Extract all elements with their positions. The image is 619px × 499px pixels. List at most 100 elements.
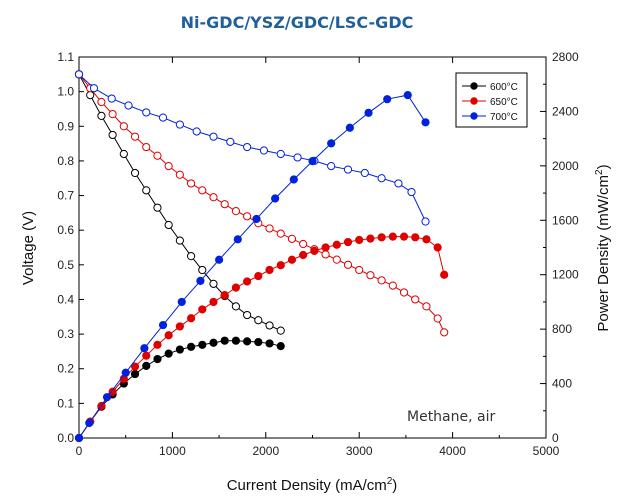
power-point-650 xyxy=(300,251,307,258)
power-point-700 xyxy=(234,236,241,243)
power-point-650 xyxy=(143,352,150,359)
voltage-point-600 xyxy=(187,253,194,260)
power-line-700 xyxy=(79,95,426,438)
power-point-700 xyxy=(75,434,82,441)
y2-tick-label: 400 xyxy=(552,377,572,391)
voltage-point-700 xyxy=(176,121,183,128)
power-point-650 xyxy=(266,266,273,273)
voltage-point-650 xyxy=(199,187,206,194)
voltage-point-650 xyxy=(400,289,407,296)
voltage-point-650 xyxy=(356,266,363,273)
power-point-650 xyxy=(210,298,217,305)
voltage-point-650 xyxy=(434,315,441,322)
voltage-point-700 xyxy=(125,102,132,109)
power-point-650 xyxy=(434,244,441,251)
power-point-600 xyxy=(187,343,194,350)
power-point-650 xyxy=(389,233,396,240)
power-point-700 xyxy=(159,321,166,328)
voltage-point-600 xyxy=(232,303,239,310)
y-tick-label: 0.2 xyxy=(57,362,74,376)
voltage-point-700 xyxy=(193,128,200,135)
legend-marker-700 xyxy=(471,113,477,119)
power-point-650 xyxy=(311,247,318,254)
voltage-point-600 xyxy=(154,204,161,211)
voltage-point-650 xyxy=(333,256,340,263)
y2-tick-label: 1600 xyxy=(552,213,579,227)
power-point-700 xyxy=(384,96,391,103)
x-tick-label: 2000 xyxy=(252,444,279,458)
y-tick-label: 0.8 xyxy=(57,154,74,168)
x-tick-label: 1000 xyxy=(159,444,186,458)
voltage-point-700 xyxy=(422,218,429,225)
voltage-point-650 xyxy=(389,282,396,289)
y-tick-label: 0.0 xyxy=(57,431,74,445)
voltage-point-650 xyxy=(176,171,183,178)
power-point-700 xyxy=(346,124,353,131)
power-point-700 xyxy=(328,140,335,147)
power-point-700 xyxy=(365,109,372,116)
power-line-650 xyxy=(79,237,444,438)
voltage-point-700 xyxy=(210,133,217,140)
power-point-650 xyxy=(412,234,419,241)
power-point-650 xyxy=(333,241,340,248)
voltage-point-650 xyxy=(165,163,172,170)
y2-tick-label: 800 xyxy=(552,322,572,336)
y2-tick-label: 1200 xyxy=(552,268,579,282)
voltage-point-700 xyxy=(244,143,251,150)
voltage-point-700 xyxy=(294,154,301,161)
power-point-700 xyxy=(178,298,185,305)
power-point-650 xyxy=(344,238,351,245)
series-layer xyxy=(75,71,447,442)
voltage-point-650 xyxy=(344,261,351,268)
legend-marker-650 xyxy=(471,98,477,104)
power-point-600 xyxy=(199,341,206,348)
voltage-point-600 xyxy=(87,92,94,99)
voltage-point-650 xyxy=(423,303,430,310)
voltage-point-700 xyxy=(277,150,284,157)
power-point-600 xyxy=(131,370,138,377)
voltage-point-700 xyxy=(159,114,166,121)
power-point-600 xyxy=(176,346,183,353)
power-point-650 xyxy=(277,262,284,269)
voltage-point-700 xyxy=(108,95,115,102)
power-point-650 xyxy=(367,235,374,242)
y2-tick-label: 2000 xyxy=(552,159,579,173)
voltage-point-650 xyxy=(300,240,307,247)
y-tick-label: 0.9 xyxy=(57,119,74,133)
power-point-650 xyxy=(187,315,194,322)
voltage-point-650 xyxy=(378,277,385,284)
voltage-point-650 xyxy=(210,194,217,201)
power-point-600 xyxy=(154,355,161,362)
power-point-700 xyxy=(290,176,297,183)
voltage-point-650 xyxy=(244,213,251,220)
power-point-600 xyxy=(210,339,217,346)
voltage-point-700 xyxy=(260,147,267,154)
voltage-point-650 xyxy=(98,98,105,105)
power-point-700 xyxy=(253,215,260,222)
chart-title: Ni-GDC/YSZ/GDC/LSC-GDC xyxy=(181,13,414,32)
power-point-600 xyxy=(277,343,284,350)
legend-label-650: 650°C xyxy=(490,97,518,108)
y2-tick-label: 2800 xyxy=(552,50,579,64)
voltage-point-600 xyxy=(244,311,251,318)
legend: 600°C650°C700°C xyxy=(456,73,527,127)
power-point-600 xyxy=(255,338,262,345)
power-point-650 xyxy=(232,284,239,291)
power-point-700 xyxy=(122,369,129,376)
voltage-point-650 xyxy=(143,143,150,150)
power-point-700 xyxy=(272,195,279,202)
power-point-600 xyxy=(232,337,239,344)
voltage-point-700 xyxy=(408,188,415,195)
power-point-650 xyxy=(176,323,183,330)
power-point-650 xyxy=(400,233,407,240)
power-point-600 xyxy=(221,337,228,344)
y-tick-label: 1.1 xyxy=(57,50,74,64)
y-tick-label: 1.0 xyxy=(57,85,74,99)
voltage-point-600 xyxy=(143,187,150,194)
x-tick-label: 0 xyxy=(76,444,83,458)
power-point-700 xyxy=(86,419,93,426)
voltage-point-700 xyxy=(227,138,234,145)
voltage-point-650 xyxy=(154,152,161,159)
y-tick-label: 0.7 xyxy=(57,189,74,203)
y2-axis-label: Power Density (mW/cm2) xyxy=(594,164,612,331)
